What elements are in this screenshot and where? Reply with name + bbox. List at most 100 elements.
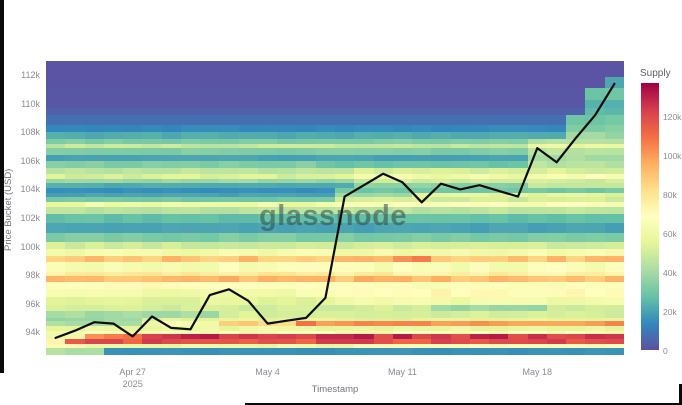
- heatmap-cell: [257, 88, 278, 101]
- heatmap-cell: [180, 255, 201, 263]
- heatmap-cell: [200, 168, 220, 175]
- heatmap-cell: [103, 61, 124, 78]
- heatmap-cell: [585, 155, 606, 162]
- heatmap-cell: [46, 343, 66, 349]
- heatmap-cell: [84, 311, 105, 319]
- heatmap-cell: [46, 222, 66, 234]
- heatmap-cell: [65, 76, 86, 89]
- heatmap-cell: [219, 255, 240, 263]
- heatmap-cell: [469, 173, 490, 180]
- heatmap-cell: [469, 297, 490, 306]
- heatmap-cell: [257, 148, 278, 156]
- heatmap-cell: [219, 333, 240, 340]
- heatmap-cell: [585, 99, 606, 109]
- heatmap-cell: [546, 143, 567, 149]
- heatmap-cell: [315, 255, 336, 263]
- heatmap-cell: [296, 241, 317, 250]
- heatmap-cell: [412, 325, 432, 332]
- heatmap-cell: [527, 197, 548, 203]
- heatmap-cell: [335, 160, 355, 169]
- heatmap-cell: [566, 330, 587, 335]
- heatmap-cell: [604, 207, 624, 216]
- heatmap-cell: [84, 202, 105, 208]
- heatmap-cell: [431, 188, 452, 194]
- heatmap-cell: [46, 160, 66, 169]
- heatmap-cell: [84, 178, 105, 184]
- heatmap-cell: [566, 275, 587, 283]
- heatmap-cell: [489, 255, 509, 263]
- heatmap-cell: [296, 139, 317, 145]
- heatmap-cell: [103, 282, 124, 290]
- heatmap-cell: [527, 88, 548, 101]
- heatmap-cell: [546, 330, 567, 335]
- heatmap-cell: [431, 193, 452, 198]
- heatmap-cell: [546, 61, 567, 78]
- heatmap-cell: [604, 183, 624, 189]
- heatmap-cell: [238, 155, 259, 162]
- heatmap-cell: [238, 197, 259, 203]
- heatmap-cell: [604, 288, 624, 298]
- heatmap-cell: [431, 333, 452, 340]
- heatmap-cell: [566, 143, 587, 149]
- heatmap-cell: [450, 108, 471, 116]
- heatmap-cell: [469, 305, 490, 313]
- heatmap-cell: [527, 271, 548, 277]
- heatmap-cell: [103, 343, 124, 349]
- heatmap-cell: [200, 173, 220, 180]
- heatmap-cell: [508, 249, 529, 257]
- heatmap-cell: [373, 139, 394, 145]
- heatmap-cell: [180, 343, 201, 349]
- heatmap-cell: [566, 99, 587, 109]
- heatmap-cell: [65, 347, 86, 355]
- heatmap-cell: [335, 241, 355, 250]
- heatmap-cell: [103, 305, 124, 313]
- heatmap-cell: [604, 173, 624, 180]
- heatmap-cell: [604, 214, 624, 224]
- heatmap-cell: [604, 148, 624, 156]
- heatmap-cell: [65, 173, 86, 180]
- heatmap-cell: [431, 183, 452, 189]
- heatmap-cell: [412, 347, 432, 355]
- heatmap-cell: [296, 347, 317, 355]
- heatmap-cell: [566, 338, 587, 345]
- heatmap-cell: [277, 288, 298, 298]
- heatmap-cell: [469, 99, 490, 109]
- heatmap-cell: [200, 193, 220, 198]
- heatmap-cell: [123, 262, 143, 273]
- heatmap-cell: [84, 282, 105, 290]
- heatmap-cell: [431, 139, 452, 145]
- heatmap-cell: [604, 297, 624, 306]
- heatmap-cell: [123, 61, 143, 78]
- heatmap-cell: [65, 338, 86, 345]
- heatmap-cell: [412, 197, 432, 203]
- heatmap-cell: [412, 241, 432, 250]
- heatmap-cell: [412, 338, 432, 345]
- heatmap-cell: [65, 249, 86, 257]
- heatmap-cell: [527, 343, 548, 349]
- heatmap-cell: [392, 275, 413, 283]
- heatmap-cell: [585, 197, 606, 203]
- heatmap-cell: [277, 115, 298, 126]
- heatmap-cell: [527, 115, 548, 126]
- heatmap-cell: [604, 321, 624, 327]
- heatmap-cell: [431, 311, 452, 319]
- heatmap-cell: [469, 282, 490, 290]
- heatmap-cell: [335, 88, 355, 101]
- heatmap-cell: [238, 183, 259, 189]
- heatmap-cell: [585, 222, 606, 234]
- heatmap-cell: [142, 61, 163, 78]
- heatmap-cell: [373, 333, 394, 340]
- heatmap-cell: [354, 255, 375, 263]
- heatmap-cell: [585, 249, 606, 257]
- heatmap-cell: [392, 214, 413, 224]
- heatmap-cell: [566, 197, 587, 203]
- plot-area[interactable]: glassnode: [46, 61, 624, 355]
- heatmap-cell: [604, 232, 624, 243]
- heatmap-cell: [373, 108, 394, 116]
- heatmap-cell: [489, 173, 509, 180]
- heatmap-cell: [123, 271, 143, 277]
- heatmap-cell: [84, 305, 105, 313]
- heatmap-cell: [315, 333, 336, 340]
- heatmap-cell: [566, 115, 587, 126]
- heatmap-cell: [527, 178, 548, 184]
